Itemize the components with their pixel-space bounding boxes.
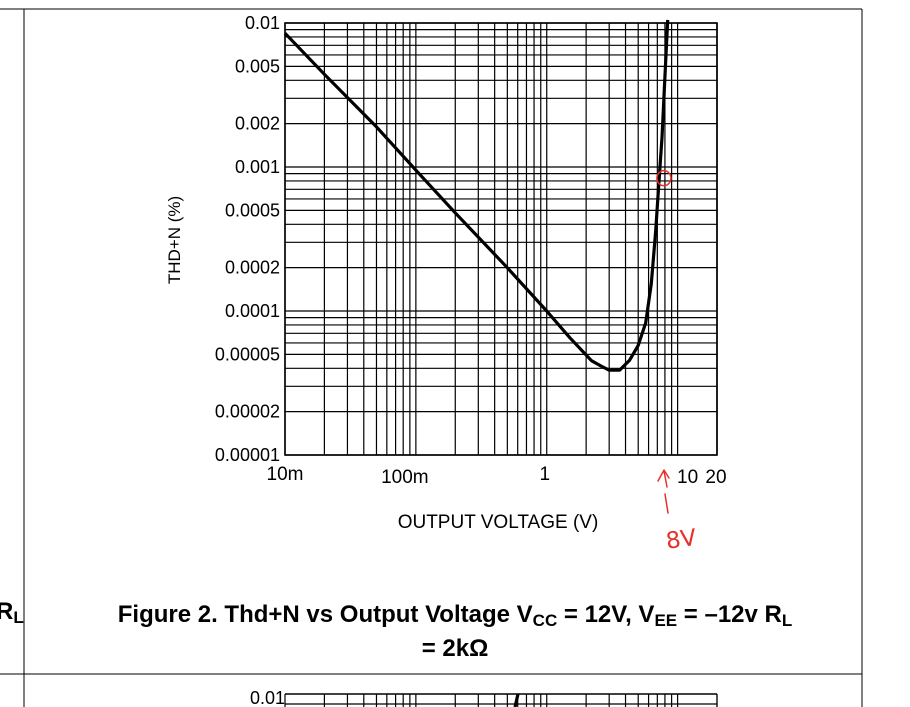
- x-tick-label: 10m: [267, 464, 304, 485]
- y-tick-label: 0.01: [245, 13, 280, 33]
- next-chart-top: [284, 693, 718, 707]
- x-tick-label: 1: [539, 464, 550, 485]
- handwritten-annotation: 8V: [656, 169, 698, 555]
- plot-frame: [284, 22, 718, 456]
- chart-grid: [284, 22, 718, 456]
- y-tick-labels: 0.01 0.005 0.002 0.001 0.0005 0.0002 0.0001 0.0…: [215, 13, 280, 465]
- thd-series-line: [283, 19, 670, 372]
- x-tick-label: 10: [677, 467, 698, 488]
- y-tick-label: 0.0002: [225, 258, 280, 278]
- annotation-arrow: [657, 469, 670, 488]
- next-chart-y-tick-label: 0.01: [250, 688, 285, 707]
- y-tick-label: 0.005: [235, 56, 280, 76]
- x-axis-label: OUTPUT VOLTAGE (V): [398, 512, 599, 533]
- figure-caption: Figure 2. Thd+N vs Output Voltage VCC = …: [117, 601, 793, 662]
- y-tick-label: 0.0001: [225, 301, 280, 321]
- x-tick-label: 100m: [381, 467, 429, 488]
- next-chart-series-fragment: [513, 693, 520, 707]
- annotation-label: 8V: [664, 525, 698, 555]
- left-column-fragment: RL: [0, 598, 24, 627]
- y-tick-label: 0.00002: [215, 402, 280, 422]
- thd-series-points: [284, 18, 670, 371]
- annotation-dash: [664, 493, 669, 514]
- y-axis-label: THD+N (%): [165, 196, 184, 284]
- x-tick-labels: 10m 100m 1 10 20: [267, 464, 727, 488]
- y-tick-label: 0.0005: [225, 200, 280, 220]
- annotation-circle: [656, 169, 672, 187]
- y-tick-label: 0.00005: [215, 344, 280, 364]
- y-tick-label: 0.001: [235, 157, 280, 177]
- y-tick-label: 0.00001: [215, 445, 280, 465]
- x-tick-label: 20: [705, 467, 726, 488]
- y-tick-label: 0.002: [235, 114, 280, 134]
